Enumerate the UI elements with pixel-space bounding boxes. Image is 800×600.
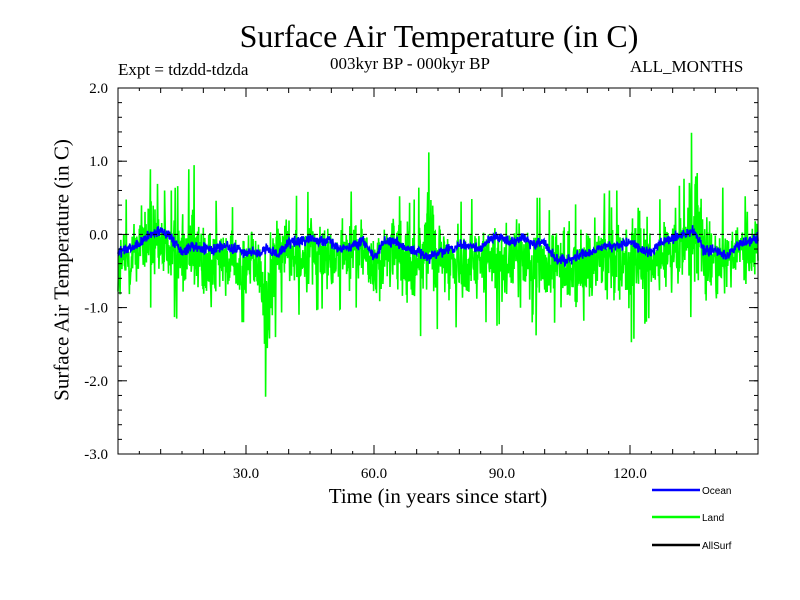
land-series-line [117, 132, 759, 397]
ocean-series-line [117, 225, 759, 267]
y-tick-label: -3.0 [84, 447, 108, 463]
x-tick-label: 30.0 [233, 466, 259, 482]
period-label: 003kyr BP - 000kyr BP [330, 54, 490, 73]
y-tick-label: 1.0 [89, 154, 108, 170]
x-tick-label: 120.0 [613, 466, 647, 482]
legend-label-ocean: Ocean [702, 486, 731, 497]
legend-label-allsurf: AllSurf [702, 541, 732, 552]
x-tick-label: 90.0 [489, 466, 515, 482]
months-label: ALL_MONTHS [630, 57, 744, 76]
y-tick-label: 0.0 [89, 227, 108, 243]
x-tick-label: 60.0 [361, 466, 387, 482]
y-tick-label: -2.0 [84, 374, 108, 390]
chart-title: Surface Air Temperature (in C) [239, 18, 639, 54]
legend-label-land: Land [702, 513, 724, 524]
y-tick-label: -1.0 [84, 301, 108, 317]
x-axis-label: Time (in years since start) [328, 484, 548, 508]
experiment-label: Expt = tdzdd-tdzda [118, 60, 249, 79]
y-tick-label: 2.0 [89, 81, 108, 97]
